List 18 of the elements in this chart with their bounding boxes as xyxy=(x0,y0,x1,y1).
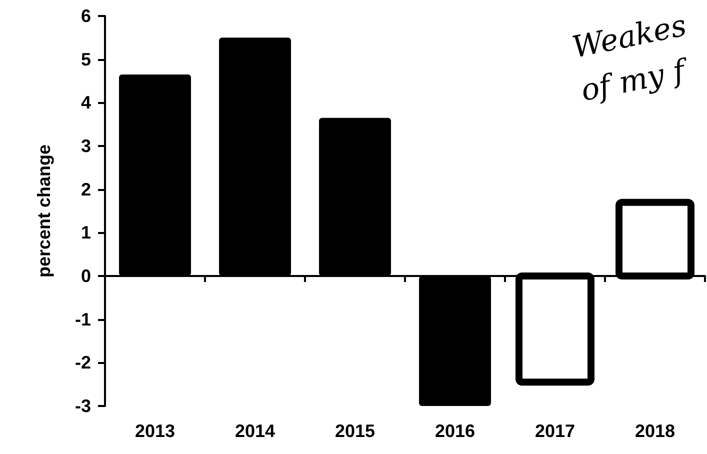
y-tick-label: -2 xyxy=(74,352,91,373)
x-tick-label: 2016 xyxy=(434,421,476,441)
y-tick-label: 2 xyxy=(80,179,91,200)
x-tick-label: 2017 xyxy=(534,421,576,441)
y-tick-label: -1 xyxy=(74,309,91,330)
y-tick-label: 4 xyxy=(80,92,91,113)
y-tick-label: 5 xyxy=(80,49,91,70)
x-tick-label: 2015 xyxy=(334,421,376,441)
y-tick-label: 3 xyxy=(80,136,91,156)
y-tick-label: 1 xyxy=(80,222,91,243)
x-tick-label: 2018 xyxy=(634,421,676,441)
x-tick-label: 2014 xyxy=(234,421,276,441)
x-tick-label: 2013 xyxy=(134,421,176,441)
y-tick-label: -3 xyxy=(74,396,91,416)
y-tick-label: 6 xyxy=(80,6,91,26)
y-tick-label: 0 xyxy=(80,266,91,286)
y-axis-title: percent change xyxy=(34,144,54,278)
annotation: Weakes of my f xyxy=(569,8,693,109)
